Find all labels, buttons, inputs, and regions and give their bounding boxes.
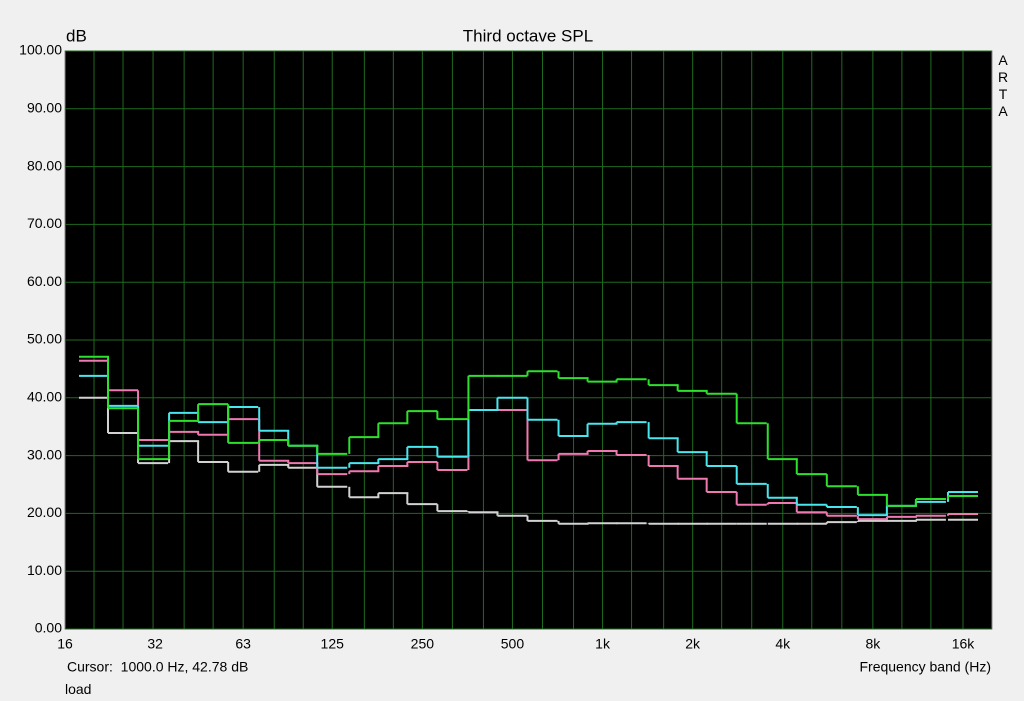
y-tick-label: 90.00	[27, 100, 62, 116]
y-tick-label: 60.00	[27, 273, 62, 289]
y-tick-label: 80.00	[27, 157, 62, 173]
x-tick-label: 2k	[685, 636, 701, 652]
y-tick-label: 50.00	[27, 331, 62, 347]
x-tick-label: 125	[321, 636, 345, 652]
x-tick-label: 16	[57, 636, 73, 652]
y-tick-label: 40.00	[27, 389, 62, 405]
y-tick-label: 30.00	[27, 446, 62, 462]
y-tick-label: 100.00	[19, 42, 62, 58]
footer-text: load	[65, 681, 92, 697]
x-tick-label: 250	[411, 636, 435, 652]
y-tick-label: 20.00	[27, 504, 62, 520]
x-tick-label: 16k	[952, 636, 976, 652]
x-tick-label: 32	[147, 636, 163, 652]
cursor-readout: Cursor: 1000.0 Hz, 42.78 dB	[67, 659, 248, 675]
y-axis-label: dB	[66, 26, 87, 45]
x-tick-label: 500	[501, 636, 525, 652]
x-tick-label: 8k	[865, 636, 881, 652]
chart-title: Third octave SPL	[463, 26, 593, 45]
y-tick-label: 10.00	[27, 562, 62, 578]
x-tick-label: 4k	[775, 636, 791, 652]
x-tick-label: 1k	[595, 636, 611, 652]
x-tick-label: 63	[235, 636, 251, 652]
y-tick-label: 0.00	[35, 620, 62, 636]
y-tick-label: 70.00	[27, 215, 62, 231]
x-axis-label: Frequency band (Hz)	[859, 659, 991, 675]
side-label: ARTA	[997, 52, 1009, 119]
